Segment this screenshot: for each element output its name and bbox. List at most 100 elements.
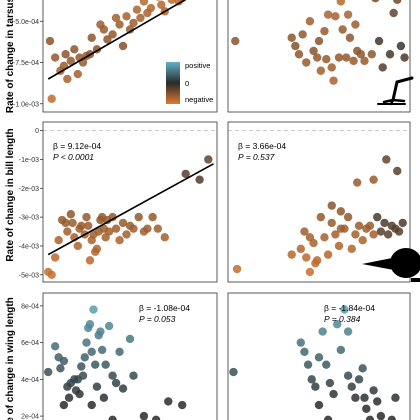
regression-line (47, 0, 187, 80)
data-point (47, 270, 56, 279)
data-point (204, 155, 213, 164)
data-point (302, 58, 311, 67)
data-point (322, 55, 331, 64)
data-point (139, 411, 149, 420)
data-point (369, 386, 378, 395)
data-point (80, 353, 89, 362)
panel-border (227, 121, 411, 283)
data-point (61, 50, 70, 59)
data-point (371, 0, 380, 3)
data-point (354, 221, 364, 230)
data-point (108, 371, 117, 380)
points-layer (44, 155, 214, 279)
data-point (139, 0, 149, 6)
data-point (387, 415, 396, 420)
data-point (369, 230, 378, 239)
data-point (336, 345, 346, 355)
data-point (89, 305, 98, 314)
data-point (103, 35, 112, 44)
data-point (323, 415, 333, 420)
data-point (87, 33, 96, 42)
panel (42, 0, 218, 113)
data-point (343, 371, 353, 380)
data-point (73, 241, 83, 251)
data-point (373, 397, 382, 406)
ylabel-tarsus: Rate of change in tarsus (5, 0, 16, 113)
data-point (309, 238, 318, 248)
data-point (343, 212, 353, 222)
data-point (334, 241, 344, 251)
data-point (358, 364, 367, 373)
data-point (111, 224, 121, 233)
data-point (342, 53, 351, 62)
data-point (347, 244, 356, 254)
data-point (291, 41, 300, 51)
panel-border (227, 292, 411, 420)
data-point (92, 382, 102, 391)
data-point (354, 375, 364, 384)
data-point (298, 30, 307, 39)
data-point (345, 33, 355, 42)
data-point (178, 400, 187, 410)
data-point (181, 169, 190, 179)
beta-annotation: β = -1.84e-04 (324, 303, 375, 313)
data-point (66, 56, 76, 66)
p-value-annotation: P = 0.384 (324, 314, 361, 324)
legend-label-negative: negative (185, 95, 213, 104)
legend-colorbar (166, 62, 180, 104)
data-point (343, 10, 353, 19)
bird-head-icon (362, 248, 420, 282)
data-point (61, 218, 70, 228)
data-point (91, 360, 100, 369)
points-layer (232, 155, 407, 277)
data-point (44, 367, 53, 377)
data-point (50, 53, 60, 62)
data-point (160, 233, 169, 242)
data-point (92, 244, 102, 254)
data-point (118, 41, 128, 51)
data-point (316, 212, 326, 222)
data-point (338, 25, 347, 34)
data-point (115, 20, 124, 29)
data-point (108, 30, 117, 39)
data-point (327, 218, 336, 228)
panel (227, 0, 411, 113)
data-point (353, 178, 362, 187)
data-point (349, 56, 358, 66)
data-point (111, 13, 121, 23)
data-point (314, 36, 324, 46)
data-point (104, 227, 114, 236)
data-point (155, 0, 161, 1)
data-point (376, 227, 386, 236)
points-layer (45, 0, 187, 104)
data-point (373, 212, 382, 222)
data-point (396, 41, 406, 51)
data-point (303, 360, 313, 369)
ytick-label: -3e-03 (19, 215, 39, 222)
points-layer (231, 0, 409, 85)
data-point (287, 33, 296, 42)
data-point (351, 393, 360, 402)
data-point (84, 221, 93, 230)
ytick-label: -5.0e-04 (13, 19, 39, 26)
tarsus-leg-icon (377, 76, 414, 106)
data-point (314, 400, 324, 410)
legend-label-positive: positive (185, 61, 210, 70)
data-point (325, 378, 335, 388)
data-point (125, 334, 135, 344)
data-point (59, 400, 69, 410)
data-point (343, 327, 353, 336)
data-point (309, 46, 318, 56)
data-point (153, 224, 163, 233)
data-point (369, 175, 378, 184)
data-point (129, 18, 138, 28)
panel-border (42, 292, 218, 420)
p-value-annotation: P < 0.0001 (53, 152, 94, 162)
data-point (318, 327, 327, 336)
data-point (322, 360, 331, 369)
panel-border (42, 0, 218, 113)
ytick-label: -5e-03 (19, 272, 39, 279)
ytick-label: 0 (35, 128, 39, 135)
data-point (50, 342, 60, 351)
